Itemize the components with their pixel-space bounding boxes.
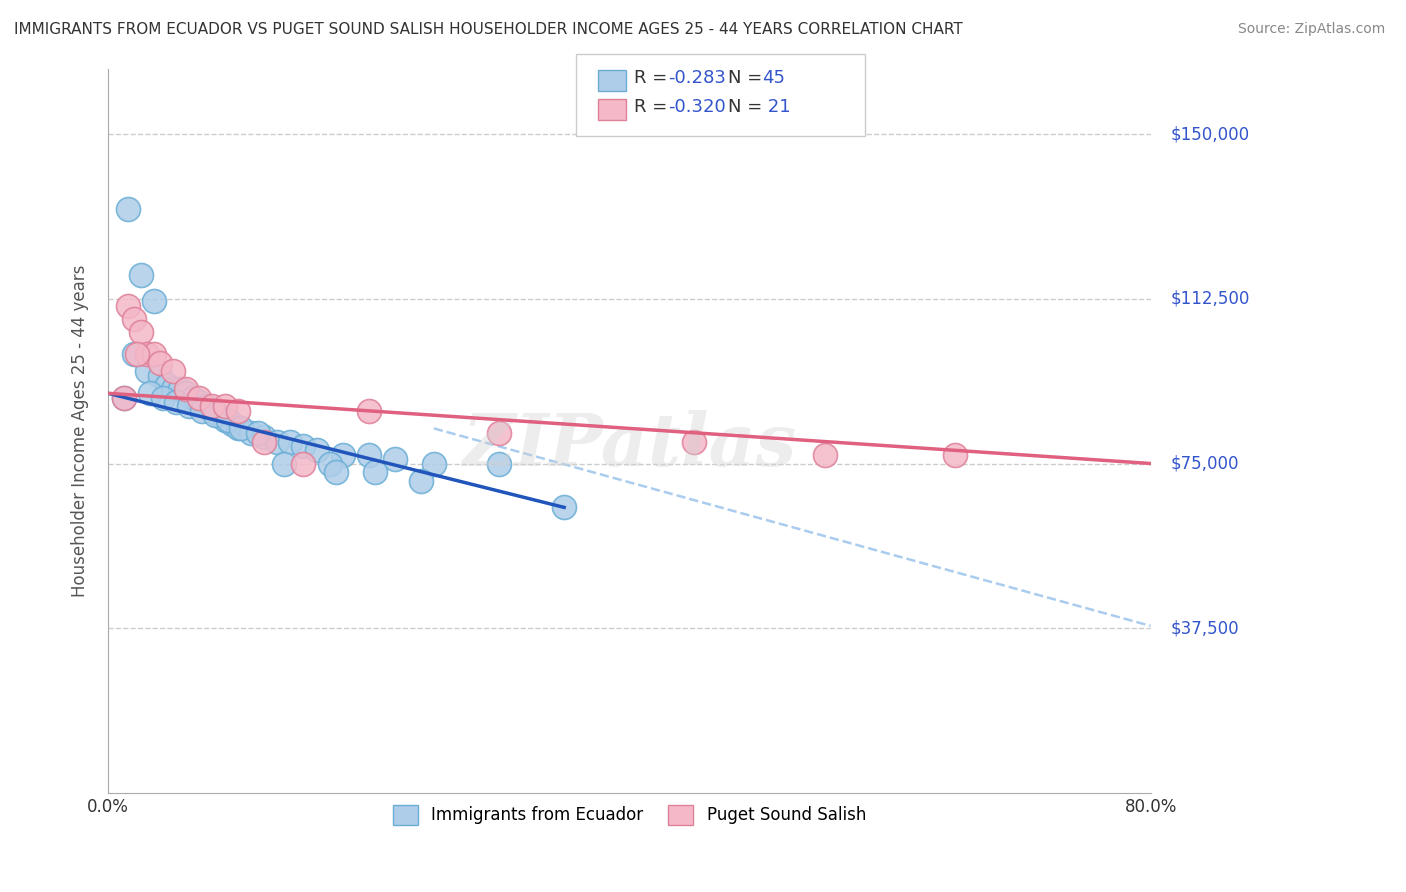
Text: $150,000: $150,000 <box>1170 126 1250 144</box>
Point <box>246 425 269 440</box>
Text: $112,500: $112,500 <box>1170 290 1250 308</box>
Point <box>162 364 184 378</box>
Point <box>129 268 152 282</box>
Text: Source: ZipAtlas.com: Source: ZipAtlas.com <box>1237 22 1385 37</box>
Point <box>226 421 249 435</box>
Text: $37,500: $37,500 <box>1170 619 1239 637</box>
Point <box>229 421 252 435</box>
Point <box>357 404 380 418</box>
Point <box>814 448 837 462</box>
Point <box>384 452 406 467</box>
Text: IMMIGRANTS FROM ECUADOR VS PUGET SOUND SALISH HOUSEHOLDER INCOME AGES 25 - 44 YE: IMMIGRANTS FROM ECUADOR VS PUGET SOUND S… <box>14 22 963 37</box>
Point <box>136 364 159 378</box>
Text: 21: 21 <box>762 98 790 116</box>
Point <box>149 355 172 369</box>
Point <box>553 500 575 515</box>
Point <box>165 395 187 409</box>
Point <box>488 457 510 471</box>
Point <box>162 382 184 396</box>
Point <box>177 400 200 414</box>
Point <box>214 412 236 426</box>
Point <box>683 434 706 449</box>
Point <box>181 391 204 405</box>
Point <box>253 430 276 444</box>
Point <box>364 465 387 479</box>
Point <box>325 465 347 479</box>
Text: -0.283: -0.283 <box>668 69 725 87</box>
Point <box>142 347 165 361</box>
Point <box>125 347 148 361</box>
Point <box>280 434 302 449</box>
Text: 45: 45 <box>762 69 785 87</box>
Text: R =: R = <box>634 69 673 87</box>
Point <box>112 391 135 405</box>
Point <box>240 425 263 440</box>
Point <box>149 368 172 383</box>
Point <box>138 386 160 401</box>
Point <box>152 391 174 405</box>
Point <box>208 409 231 423</box>
Point <box>112 391 135 405</box>
Point <box>122 311 145 326</box>
Text: N =: N = <box>728 98 768 116</box>
Point <box>214 400 236 414</box>
Legend: Immigrants from Ecuador, Puget Sound Salish: Immigrants from Ecuador, Puget Sound Sal… <box>382 795 876 835</box>
Text: ZIPatlas: ZIPatlas <box>463 409 796 481</box>
Point <box>357 448 380 462</box>
Point <box>292 457 315 471</box>
Y-axis label: Householder Income Ages 25 - 44 years: Householder Income Ages 25 - 44 years <box>72 264 89 597</box>
Text: $75,000: $75,000 <box>1170 455 1239 473</box>
Point <box>423 457 446 471</box>
Point <box>194 400 217 414</box>
Point <box>332 448 354 462</box>
Point <box>488 425 510 440</box>
Point <box>117 202 139 216</box>
Point <box>188 395 211 409</box>
Point <box>292 439 315 453</box>
Point <box>122 347 145 361</box>
Point <box>117 298 139 312</box>
Point <box>156 377 179 392</box>
Point <box>191 404 214 418</box>
Point <box>253 434 276 449</box>
Point <box>318 457 340 471</box>
Text: -0.320: -0.320 <box>668 98 725 116</box>
Text: N =: N = <box>728 69 768 87</box>
Point <box>204 409 226 423</box>
Point <box>273 457 295 471</box>
Point <box>174 382 197 396</box>
Point <box>201 400 224 414</box>
Point <box>174 386 197 401</box>
Point <box>305 443 328 458</box>
Point <box>142 294 165 309</box>
Point <box>266 434 288 449</box>
Point <box>226 404 249 418</box>
Text: R =: R = <box>634 98 673 116</box>
Point <box>943 448 966 462</box>
Point <box>221 417 243 431</box>
Point <box>188 391 211 405</box>
Point <box>201 404 224 418</box>
Point <box>129 325 152 339</box>
Point <box>409 474 432 488</box>
Point <box>136 347 159 361</box>
Point <box>169 382 191 396</box>
Point <box>217 412 239 426</box>
